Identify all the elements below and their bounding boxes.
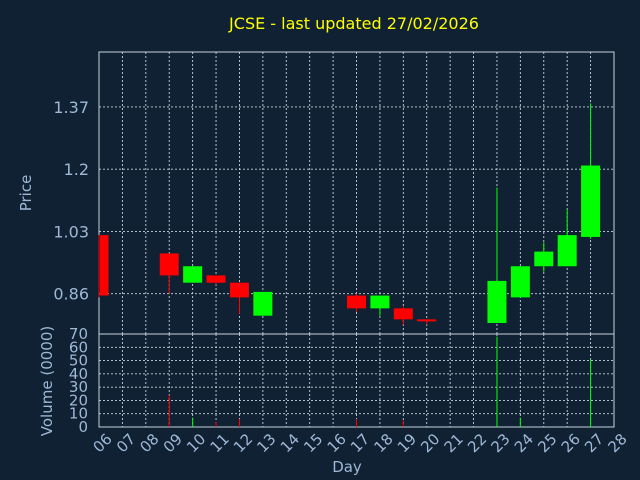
candle-body <box>581 165 601 237</box>
candle-body <box>510 266 530 298</box>
x-tick-label: 17 <box>347 430 373 456</box>
price-candles <box>98 103 601 325</box>
x-tick-label: 09 <box>160 430 186 456</box>
candle-body <box>253 291 273 316</box>
x-tick-label: 15 <box>300 430 326 456</box>
x-tick-label: 22 <box>464 430 490 456</box>
candle-body <box>159 253 179 276</box>
x-tick-label: 18 <box>370 430 396 456</box>
candle-body <box>487 280 507 324</box>
volume-tick-label: 20 <box>69 391 88 409</box>
x-tick-label: 14 <box>277 430 303 456</box>
volume-tick-label: 40 <box>69 365 88 383</box>
candle-body <box>534 251 554 267</box>
volume-tick-label: 10 <box>69 405 88 423</box>
x-tick-label: 19 <box>394 430 420 456</box>
x-tick-label: 25 <box>534 430 560 456</box>
x-tick-label: 11 <box>207 430 233 456</box>
candle-body <box>229 282 249 298</box>
volume-tick-label: 70 <box>69 325 88 343</box>
price-tick-label: 1.03 <box>53 222 89 241</box>
x-tick-label: 27 <box>581 430 607 456</box>
x-tick-label: 21 <box>441 430 467 456</box>
x-tick-label: 16 <box>324 430 350 456</box>
candle-body <box>370 295 390 309</box>
candle-body <box>100 235 109 296</box>
candle-body <box>183 266 203 283</box>
x-tick-label: 08 <box>136 430 162 456</box>
x-tick-label: 28 <box>605 430 631 456</box>
x-tick-label: 06 <box>90 430 116 456</box>
x-tick-label: 10 <box>183 430 209 456</box>
x-tick-label: 23 <box>487 430 513 456</box>
candle-body <box>206 275 226 283</box>
x-tick-label: 20 <box>417 430 443 456</box>
volume-tick-label: 0 <box>78 418 88 436</box>
chart-title: JCSE - last updated 27/02/2026 <box>228 14 479 33</box>
candle-body <box>557 235 577 267</box>
x-tick-label: 13 <box>253 430 279 456</box>
volume-tick-label: 60 <box>69 338 88 356</box>
x-tick-label: 24 <box>511 430 537 456</box>
price-y-ticks: 0.86 1.03 1.2 1.37 <box>53 98 89 304</box>
volume-axis-label: Volume (0000) <box>38 326 56 436</box>
x-axis-label: Day <box>332 458 362 476</box>
volume-tick-label: 50 <box>69 352 88 370</box>
candle-body <box>393 308 413 320</box>
volume-bars <box>168 336 592 427</box>
volume-gridlines <box>98 333 615 428</box>
price-gridlines <box>98 52 615 334</box>
price-tick-label: 1.37 <box>53 98 89 117</box>
volume-tick-label: 30 <box>69 378 88 396</box>
price-tick-label: 0.86 <box>53 285 89 304</box>
candle-body <box>417 319 437 322</box>
candle-body <box>347 295 366 309</box>
price-tick-label: 1.2 <box>64 160 89 179</box>
x-tick-label: 26 <box>558 430 584 456</box>
x-tick-label: 12 <box>230 430 256 456</box>
price-axis-label: Price <box>17 175 35 212</box>
x-tick-label: 07 <box>113 430 139 456</box>
x-axis-ticks: 0607080910111213141516171819202122232425… <box>90 430 631 456</box>
